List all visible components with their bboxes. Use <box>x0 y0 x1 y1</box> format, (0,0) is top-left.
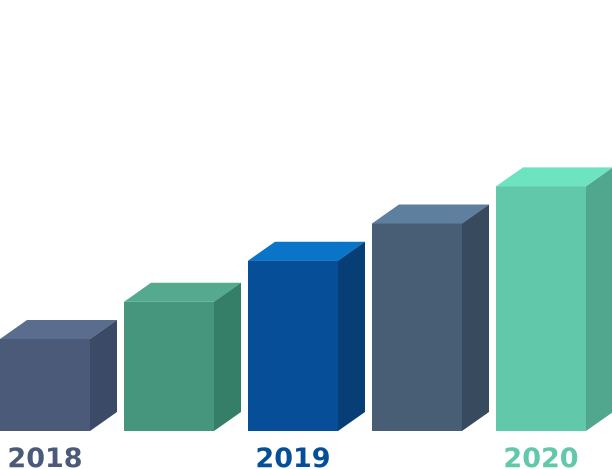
bar-3 <box>248 241 365 431</box>
bar-side-face <box>338 241 365 431</box>
year-label-2018: 2018 <box>7 443 82 469</box>
bar-top-face <box>496 167 612 187</box>
bar-front-face <box>372 223 462 431</box>
bar-5 <box>496 167 612 431</box>
bar-top-face <box>0 320 117 339</box>
year-labels-group: 2018 2019 2020 <box>7 443 578 469</box>
year-label-2020: 2020 <box>503 443 578 469</box>
bar-front-face <box>124 301 214 431</box>
bar-top-face <box>124 282 241 302</box>
bar-front-face <box>496 186 586 431</box>
year-label-2019: 2019 <box>255 443 330 469</box>
bars-group <box>0 167 612 431</box>
bar-side-face <box>90 320 117 431</box>
bar-top-face <box>372 204 489 224</box>
bar-front-face <box>0 339 90 431</box>
bar-front-face <box>248 260 338 431</box>
bar-1 <box>0 320 117 431</box>
bar-side-face <box>462 204 489 431</box>
bar-top-face <box>248 241 365 261</box>
bar-side-face <box>586 168 612 431</box>
bar-2 <box>124 282 241 431</box>
bar-4 <box>372 204 489 431</box>
bar-side-face <box>214 282 241 431</box>
